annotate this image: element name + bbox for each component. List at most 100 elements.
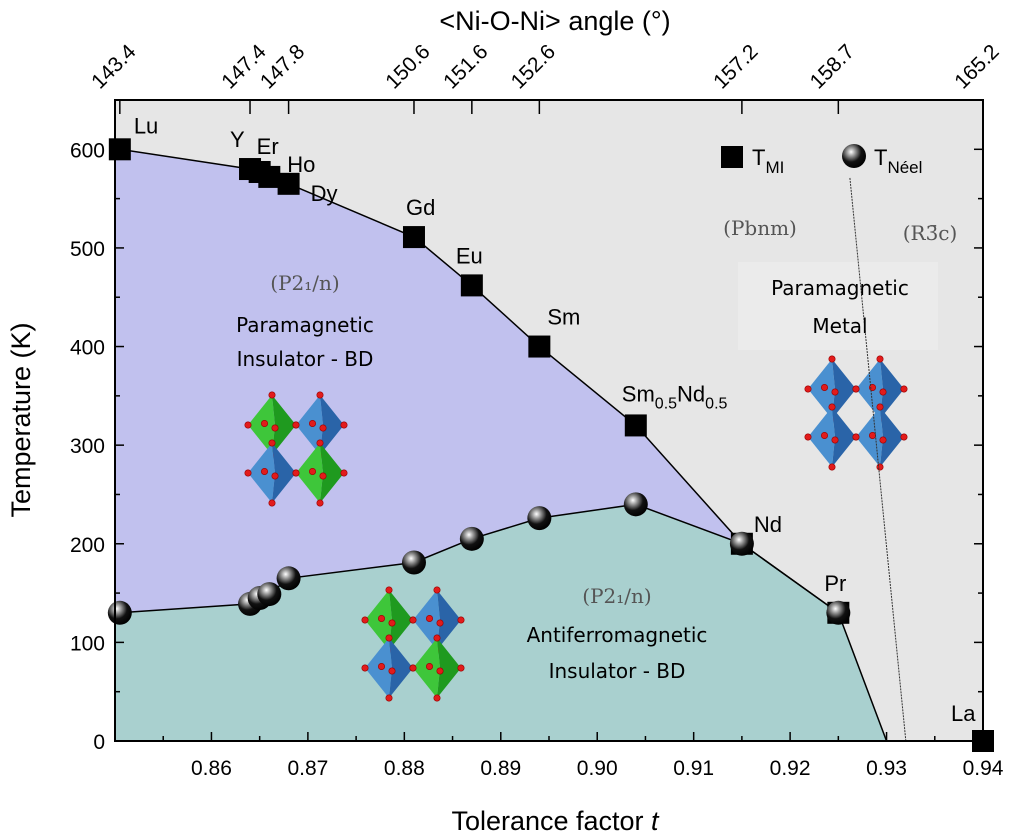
- point-label: Dy: [311, 181, 338, 206]
- oxygen-atom: [409, 616, 417, 624]
- x-tick-label: 0.86: [191, 757, 232, 780]
- oxygen-atom: [433, 694, 441, 702]
- point-label: Sm0.5Nd0.5: [622, 381, 728, 412]
- pbnm-label: (Pbnm): [723, 216, 797, 240]
- oct-face: [320, 395, 344, 455]
- oxygen-atom: [900, 433, 908, 441]
- oxygen-atom: [268, 499, 276, 507]
- x-tick-label: 0.90: [577, 757, 618, 780]
- oxygen-atom: [425, 662, 433, 670]
- oxygen-atom: [868, 383, 876, 391]
- tmi-marker-eu: [460, 274, 483, 297]
- y-tick-label: 300: [70, 435, 105, 458]
- oxygen-atom: [876, 403, 884, 411]
- oct-face: [832, 407, 856, 467]
- oxygen-atom: [377, 662, 385, 670]
- oxygen-atom: [457, 664, 465, 672]
- oct-face: [320, 443, 344, 503]
- oxygen-atom: [260, 419, 268, 427]
- x-tick-label: 0.92: [770, 757, 811, 780]
- oxygen-atom: [316, 391, 324, 399]
- oxygen-atom: [457, 616, 465, 624]
- oxygen-atom: [271, 472, 279, 480]
- tneel-marker: [826, 600, 851, 625]
- oct-face: [880, 359, 904, 419]
- oxygen-atom: [244, 469, 252, 477]
- oxygen-atom: [436, 667, 444, 675]
- oxygen-atom: [271, 424, 279, 432]
- oxygen-atom: [361, 616, 369, 624]
- oxygen-atom: [316, 439, 324, 447]
- oxygen-atom: [852, 433, 860, 441]
- oxygen-atom: [385, 586, 393, 594]
- x-tick-label: 0.93: [866, 757, 907, 780]
- oct-face: [272, 443, 296, 503]
- top-tick-label: 165.2: [950, 40, 1003, 93]
- octahedron-icon: [292, 439, 348, 507]
- structure-metal: [804, 355, 908, 471]
- oxygen-atom: [433, 586, 441, 594]
- point-label: Lu: [134, 113, 158, 138]
- oxygen-atom: [804, 433, 812, 441]
- top-tick-label: 150.6: [381, 40, 434, 93]
- top-tick-label: 147.8: [256, 40, 309, 93]
- oxygen-atom: [268, 391, 276, 399]
- tmi-marker-gd: [402, 226, 425, 249]
- tneel-marker: [276, 566, 301, 591]
- pm-metal-label-2: Metal: [812, 314, 867, 338]
- metal-label-box: [738, 262, 938, 350]
- oxygen-atom: [879, 388, 887, 396]
- top-tick-label: 152.6: [507, 40, 560, 93]
- oxygen-atom: [828, 463, 836, 471]
- tneel-marker: [527, 506, 552, 531]
- structural-boundary-line: [849, 177, 907, 741]
- point-label: Nd: [754, 512, 782, 537]
- tmi-marker-sm: [528, 335, 551, 358]
- y-tick-label: 200: [70, 534, 105, 557]
- oct-face: [437, 638, 461, 698]
- oxygen-atom: [319, 424, 327, 432]
- oxygen-atom: [268, 439, 276, 447]
- oxygen-atom: [876, 355, 884, 363]
- oct-face: [389, 638, 413, 698]
- pm-insulator-label-2: Insulator - BD: [237, 347, 374, 371]
- tneel-marker: [729, 531, 754, 556]
- pm-insulator-space-group: (P2₁/n): [270, 271, 339, 295]
- x-tick-label: 0.91: [673, 757, 714, 780]
- point-label: Ho: [287, 152, 315, 177]
- oxygen-atom: [409, 664, 417, 672]
- y-tick-label: 100: [70, 632, 105, 655]
- x-tick-label: 0.89: [480, 757, 521, 780]
- octahedron-icon: [292, 391, 348, 459]
- y-tick-label: 400: [70, 337, 105, 360]
- oct-face: [832, 359, 856, 419]
- octahedron-icon: [804, 355, 860, 423]
- x-tick-label: 0.88: [384, 757, 425, 780]
- tneel-line: [115, 503, 839, 614]
- tmi-marker-dy: [277, 172, 300, 195]
- point-label: Pr: [824, 571, 846, 596]
- oxygen-atom: [260, 467, 268, 475]
- point-label: Er: [257, 134, 279, 159]
- point-label: Sm: [547, 305, 580, 330]
- pm-metal-label-1: Paramagnetic: [771, 276, 909, 300]
- oxygen-atom: [388, 667, 396, 675]
- tmi-marker-ho: [258, 165, 281, 188]
- x-tick-label: 0.94: [963, 757, 1004, 780]
- oxygen-atom: [308, 419, 316, 427]
- oxygen-atom: [425, 614, 433, 622]
- oxygen-atom: [868, 431, 876, 439]
- oxygen-atom: [385, 694, 393, 702]
- oxygen-atom: [900, 385, 908, 393]
- point-label: Gd: [406, 195, 435, 220]
- oxygen-atom: [340, 421, 348, 429]
- tneel-marker: [459, 526, 484, 551]
- oct-face: [272, 395, 296, 455]
- point-label: Y: [230, 127, 245, 152]
- y-axis-title: Temperature (K): [6, 322, 36, 517]
- oxygen-atom: [820, 431, 828, 439]
- structure-pm-insulator: [244, 391, 348, 507]
- x-axis-title: Tolerance factor t: [451, 806, 660, 836]
- oxygen-atom: [804, 385, 812, 393]
